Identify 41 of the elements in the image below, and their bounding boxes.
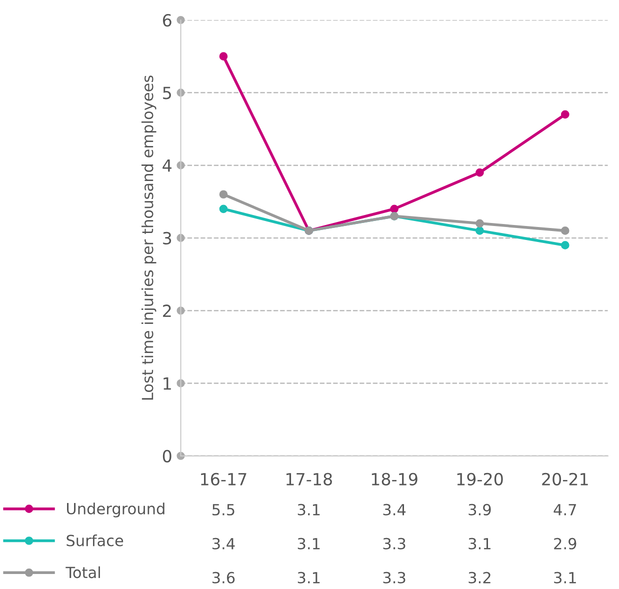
point [560, 110, 570, 119]
legend-label: Surface [66, 534, 124, 546]
data-label: 3.1 [298, 504, 320, 516]
legend-label: Total [66, 566, 100, 578]
data-label: 3.1 [298, 538, 320, 550]
point [560, 226, 570, 235]
data-label: 5.5 [212, 504, 234, 516]
point [390, 204, 398, 214]
data-label: 3.2 [468, 572, 490, 584]
y-tick-label: 6 [162, 14, 172, 27]
y-tick-label: 2 [163, 304, 171, 317]
point [476, 226, 484, 235]
point [560, 241, 570, 250]
point [476, 168, 484, 177]
data-label: 3.3 [383, 538, 406, 550]
data-label: 3.9 [468, 504, 491, 516]
y-tick-label: 0 [162, 450, 172, 462]
data-label: 4.7 [554, 504, 576, 516]
y-tick-label: 4 [162, 159, 172, 172]
data-label: 2.9 [554, 538, 576, 550]
x-tick-label: 19-20 [457, 472, 503, 486]
data-label: 3.1 [298, 572, 320, 584]
data-label: 3.6 [212, 572, 235, 584]
y-tick-label: 5 [163, 86, 171, 100]
point [219, 190, 228, 199]
y-axis-title: Lost time injuries per thousand employees [141, 76, 156, 400]
y-tick-label: 1 [164, 377, 171, 390]
point [219, 204, 228, 214]
point [219, 52, 228, 61]
data-label: 3.4 [383, 504, 406, 516]
x-tick-label: 20-21 [542, 472, 588, 486]
x-tick-label: 18-19 [372, 472, 418, 486]
data-label: 3.1 [468, 538, 490, 550]
legend-label: Underground [67, 502, 164, 518]
data-label: 3.4 [212, 538, 235, 550]
point [476, 219, 484, 228]
y-tick-label: 3 [163, 232, 172, 245]
data-label: 3.3 [383, 572, 406, 584]
x-tick-label: 17-18 [286, 472, 332, 486]
data-label: 3.1 [554, 572, 576, 584]
x-tick-label: 16-17 [201, 472, 246, 486]
